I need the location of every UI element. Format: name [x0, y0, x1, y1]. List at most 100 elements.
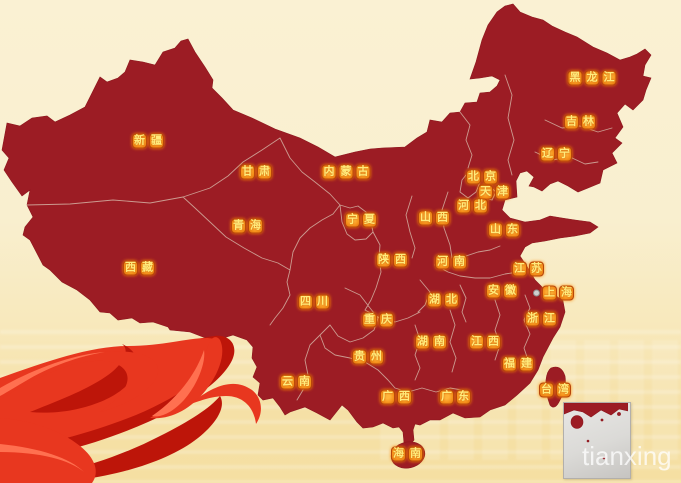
province-char: 青 — [231, 218, 246, 234]
province-label-台湾[interactable]: 台湾 — [538, 382, 572, 398]
province-label-湖南[interactable]: 湖南 — [414, 334, 448, 350]
province-char: 东 — [456, 389, 471, 405]
province-char: 湾 — [556, 382, 571, 398]
province-char: 津 — [495, 184, 510, 200]
province-char: 上 — [542, 285, 557, 301]
province-char: 蒙 — [338, 164, 354, 180]
province-char: 福 — [502, 356, 517, 372]
province-label-重庆[interactable]: 重庆 — [361, 312, 395, 328]
inset-island-dot — [617, 412, 621, 416]
province-char: 西 — [486, 334, 501, 350]
province-char: 宁 — [345, 212, 360, 228]
province-char: 广 — [439, 389, 454, 405]
province-char: 山 — [418, 210, 433, 226]
city-marker-dot — [533, 289, 540, 297]
province-label-山东[interactable]: 山东 — [487, 222, 521, 238]
province-label-安徽[interactable]: 安徽 — [485, 283, 519, 299]
province-char: 河 — [435, 254, 450, 270]
province-char: 湖 — [427, 292, 442, 308]
province-label-云南[interactable]: 云南 — [279, 374, 313, 390]
province-label-湖北[interactable]: 湖北 — [426, 292, 460, 308]
province-label-新疆[interactable]: 新疆 — [131, 133, 165, 149]
province-char: 海 — [391, 446, 406, 462]
province-char: 南 — [297, 374, 312, 390]
province-char: 徽 — [503, 283, 518, 299]
province-label-河南[interactable]: 河南 — [434, 254, 468, 270]
province-label-天津[interactable]: 天津 — [477, 184, 511, 200]
province-label-广东[interactable]: 广东 — [438, 389, 472, 405]
province-label-宁夏[interactable]: 宁夏 — [344, 212, 378, 228]
province-char: 陕 — [376, 252, 391, 268]
province-label-北京[interactable]: 北京 — [465, 169, 499, 185]
province-label-江西[interactable]: 江西 — [468, 334, 502, 350]
inset-island-dot — [600, 418, 604, 422]
province-label-广西[interactable]: 广西 — [379, 389, 413, 405]
province-char: 南 — [408, 446, 423, 462]
inset-island-dot — [586, 439, 590, 443]
province-label-青海[interactable]: 青海 — [230, 218, 264, 234]
province-char: 江 — [542, 311, 557, 327]
province-char: 江 — [512, 261, 527, 277]
inset-hainan-shape — [570, 415, 584, 429]
province-char: 内 — [321, 164, 337, 180]
province-char: 吉 — [564, 114, 579, 130]
province-char: 龙 — [584, 70, 600, 86]
province-char: 州 — [369, 349, 384, 365]
province-char: 天 — [478, 184, 493, 200]
province-char: 藏 — [140, 260, 155, 276]
province-label-四川[interactable]: 四川 — [297, 294, 331, 310]
province-char: 江 — [601, 70, 617, 86]
province-label-江苏[interactable]: 江苏 — [511, 261, 545, 277]
province-char: 山 — [488, 222, 503, 238]
province-char: 南 — [452, 254, 467, 270]
province-char: 广 — [380, 389, 395, 405]
south-china-sea-inset[interactable] — [563, 402, 631, 479]
province-char: 安 — [486, 283, 501, 299]
province-label-浙江[interactable]: 浙江 — [524, 311, 558, 327]
province-label-贵州[interactable]: 贵州 — [351, 349, 385, 365]
province-char: 京 — [483, 169, 498, 185]
province-label-海南[interactable]: 海南 — [390, 446, 424, 462]
province-label-内蒙古[interactable]: 内蒙古 — [321, 164, 372, 180]
province-char: 西 — [123, 260, 138, 276]
province-char: 新 — [132, 133, 147, 149]
province-char: 台 — [539, 382, 554, 398]
province-char: 东 — [505, 222, 520, 238]
province-char: 河 — [456, 198, 471, 214]
province-char: 西 — [393, 252, 408, 268]
province-label-吉林[interactable]: 吉林 — [563, 114, 597, 130]
province-char: 建 — [519, 356, 534, 372]
province-char: 甘 — [240, 164, 255, 180]
province-char: 江 — [469, 334, 484, 350]
province-label-西藏[interactable]: 西藏 — [122, 260, 156, 276]
province-char: 南 — [432, 334, 447, 350]
province-char: 黑 — [567, 70, 583, 86]
province-label-甘肃[interactable]: 甘肃 — [239, 164, 273, 180]
province-char: 北 — [473, 198, 488, 214]
province-char: 海 — [248, 218, 263, 234]
province-char: 四 — [298, 294, 313, 310]
province-char: 夏 — [362, 212, 377, 228]
inset-island-dot — [602, 456, 606, 460]
province-char: 川 — [315, 294, 330, 310]
province-label-辽宁[interactable]: 辽宁 — [539, 146, 573, 162]
province-char: 重 — [362, 312, 377, 328]
province-char: 云 — [280, 374, 295, 390]
province-char: 辽 — [540, 146, 555, 162]
province-borders — [26, 74, 613, 401]
province-char: 北 — [466, 169, 481, 185]
red-ribbon-decoration — [0, 335, 261, 483]
province-label-河北[interactable]: 河北 — [455, 198, 489, 214]
province-label-陕西[interactable]: 陕西 — [375, 252, 409, 268]
province-char: 宁 — [557, 146, 572, 162]
province-label-黑龙江[interactable]: 黑龙江 — [567, 70, 618, 86]
province-char: 疆 — [149, 133, 164, 149]
province-label-福建[interactable]: 福建 — [501, 356, 535, 372]
province-label-山西[interactable]: 山西 — [417, 210, 451, 226]
inset-coastline-shape — [564, 403, 628, 418]
province-char: 湖 — [415, 334, 430, 350]
province-char: 古 — [355, 164, 371, 180]
province-label-上海[interactable]: 上海 — [533, 285, 575, 301]
